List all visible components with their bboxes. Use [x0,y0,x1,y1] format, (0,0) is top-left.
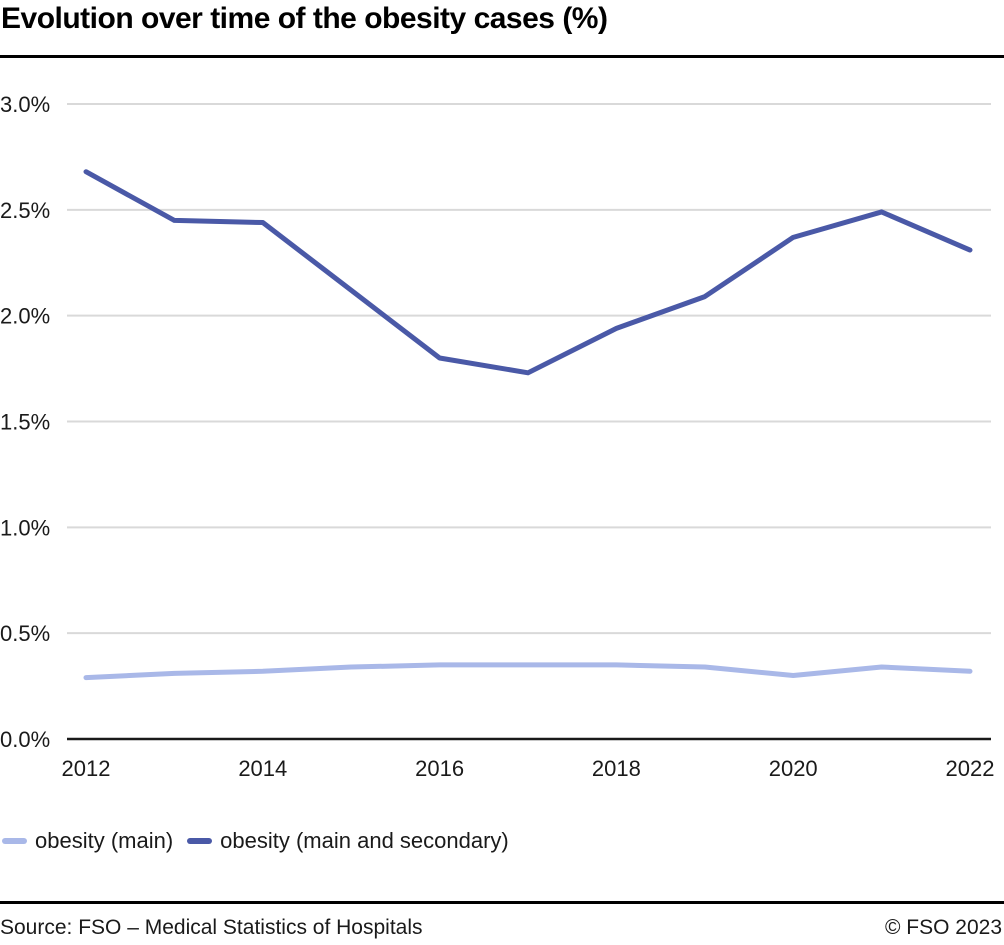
legend-label-obesity-main-and-secondary: obesity (main and secondary) [220,828,509,853]
chart-title: Evolution over time of the obesity cases… [1,2,608,35]
legend-item-obesity-main: obesity (main) [2,828,173,854]
copyright-note: © FSO 2023 [884,916,1002,939]
footer-divider [0,901,1004,904]
x-tick-label: 2018 [592,756,641,781]
y-tick-label: 0.5% [0,621,50,646]
x-tick-label: 2022 [946,756,995,781]
legend-swatch-obesity-main [2,838,27,844]
line-chart: 0.0% 0.5% 1.0% 1.5% 2.0% 2.5% 3.0% 2012 2014 2016… [0,60,1004,790]
legend-item-obesity-main-and-secondary: obesity (main and secondary) [187,828,509,854]
y-tick-label: 2.5% [0,198,50,223]
y-tick-label: 3.0% [0,92,50,117]
y-tick-label: 2.0% [0,304,50,329]
legend-label-obesity-main: obesity (main) [35,828,174,853]
y-tick-label: 1.5% [0,409,50,434]
x-tick-label: 2012 [62,756,111,781]
x-tick-label: 2014 [238,756,287,781]
chart-legend: obesity (main) obesity (main and seconda… [2,828,509,854]
y-tick-label: 0.0% [0,727,50,752]
legend-swatch-obesity-main-and-secondary [187,838,213,844]
x-tick-label: 2020 [769,756,818,781]
series-line-obesity-main-and-secondary [83,169,973,376]
y-tick-label: 1.0% [0,515,50,540]
source-note: Source: FSO – Medical Statistics of Hosp… [0,916,423,939]
line-chart-canvas: 0.0% 0.5% 1.0% 1.5% 2.0% 2.5% 3.0% 2012 2014 2016… [0,92,995,781]
series-line-obesity-main [83,662,973,681]
title-divider [0,55,1004,58]
x-tick-label: 2016 [415,756,464,781]
